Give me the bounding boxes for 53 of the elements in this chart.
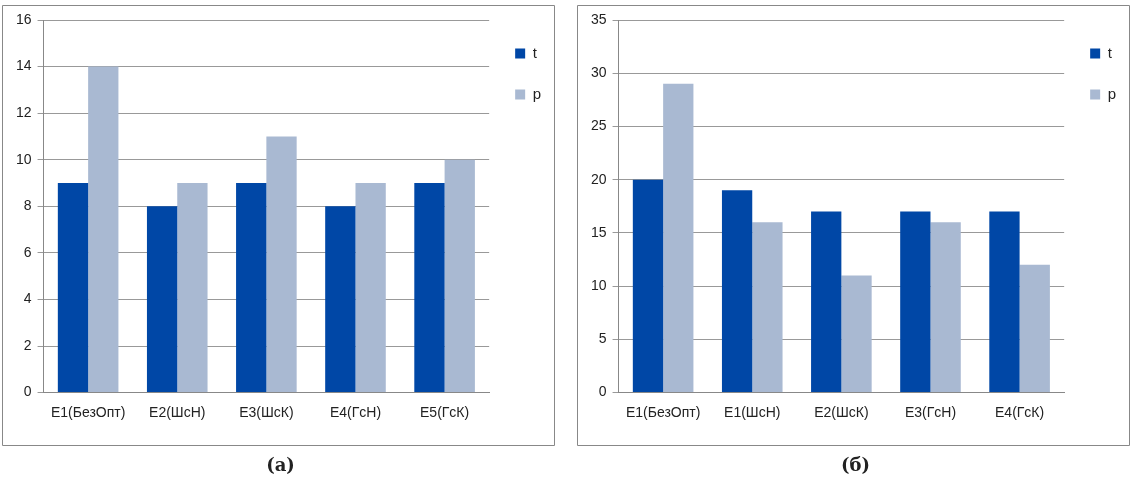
- text: (а): [266, 453, 295, 475]
- legend-label: p: [532, 84, 541, 102]
- bar: [1019, 264, 1050, 393]
- y-tick-label: 5: [598, 330, 607, 347]
- legend-label: p: [1107, 84, 1116, 102]
- y-tick-label: 14: [15, 57, 32, 74]
- y-tick-label: 30: [590, 64, 607, 81]
- y-tick-label: 16: [15, 10, 32, 27]
- y-tick-label: 0: [598, 383, 607, 400]
- x-tick-label: E1(БезОпт): [625, 403, 701, 420]
- y-tick-label: 0: [23, 383, 32, 400]
- text: (б): [840, 453, 871, 475]
- x-tick-label: E3(ГсН): [904, 403, 957, 420]
- bar: [414, 183, 445, 393]
- y-tick-label: 8: [23, 197, 32, 214]
- y-tick-label: 25: [590, 117, 607, 134]
- x-tick-label: E2(ШсН): [149, 403, 206, 420]
- y-tick-label: 10: [15, 150, 32, 167]
- bar: [444, 159, 475, 393]
- bar: [721, 190, 753, 393]
- legend-label: t: [532, 43, 538, 61]
- bar: [355, 183, 386, 393]
- y-tick-label: 6: [23, 243, 32, 260]
- x-tick-label: E4(ГсК): [995, 403, 1045, 420]
- bar: [900, 211, 931, 393]
- x-tick-label: E4(ГсН): [329, 403, 382, 420]
- y-tick-label: 4: [23, 290, 32, 307]
- x-tick-label: E1(ШсН): [724, 403, 781, 420]
- y-tick-label: 12: [15, 104, 32, 121]
- x-tick-label: E3(ШсК): [239, 403, 294, 420]
- bar: [930, 222, 961, 393]
- bar: [236, 183, 267, 393]
- bar: [989, 211, 1020, 393]
- y-tick-label: 2: [23, 336, 32, 353]
- y-tick-label: 20: [590, 170, 607, 187]
- x-tick-label: E1(БезОпт): [50, 403, 126, 420]
- y-tick-label: 35: [590, 10, 607, 27]
- bar: [266, 136, 297, 393]
- bar: [177, 183, 208, 393]
- bar: [88, 66, 119, 393]
- bar: [752, 222, 783, 393]
- bar: [841, 275, 872, 393]
- bar: [146, 206, 178, 393]
- bar: [632, 179, 664, 393]
- x-tick-label: E5(ГсК): [420, 403, 470, 420]
- bar: [325, 206, 356, 393]
- bar: [663, 83, 694, 393]
- y-tick-label: 15: [590, 223, 607, 240]
- x-tick-label: E2(ШсК): [814, 403, 869, 420]
- bar: [811, 211, 842, 393]
- legend-label: t: [1107, 43, 1113, 61]
- bar: [57, 183, 89, 393]
- y-tick-label: 10: [590, 277, 607, 293]
